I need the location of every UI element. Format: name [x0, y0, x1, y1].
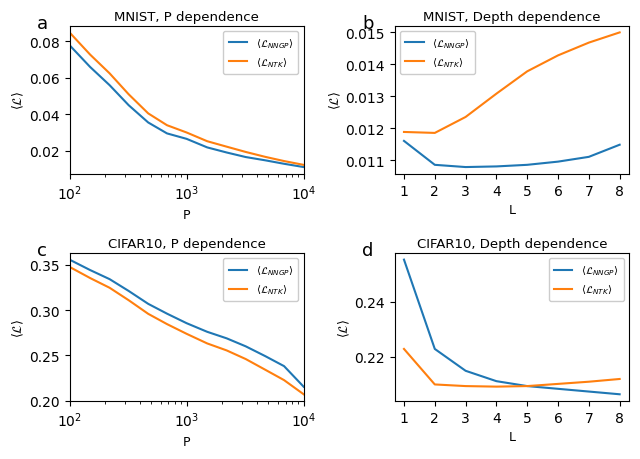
Legend: $\langle\mathcal{L}_{NNGP}\rangle$, $\langle\mathcal{L}_{NTK}\rangle$: $\langle\mathcal{L}_{NNGP}\rangle$, $\la… [400, 32, 475, 75]
X-axis label: P: P [183, 208, 190, 221]
X-axis label: L: L [508, 204, 515, 217]
Legend: $\langle\mathcal{L}_{NNGP}\rangle$, $\langle\mathcal{L}_{NTK}\rangle$: $\langle\mathcal{L}_{NNGP}\rangle$, $\la… [223, 32, 298, 75]
Title: CIFAR10, Depth dependence: CIFAR10, Depth dependence [417, 238, 607, 251]
Title: CIFAR10, P dependence: CIFAR10, P dependence [108, 238, 266, 251]
Title: MNIST, P dependence: MNIST, P dependence [114, 11, 259, 24]
Text: d: d [362, 241, 373, 259]
Y-axis label: $\langle\mathcal{L}\rangle$: $\langle\mathcal{L}\rangle$ [337, 318, 351, 337]
Legend: $\langle\mathcal{L}_{NNGP}\rangle$, $\langle\mathcal{L}_{NTK}\rangle$: $\langle\mathcal{L}_{NNGP}\rangle$, $\la… [548, 258, 624, 302]
X-axis label: P: P [183, 435, 190, 448]
Title: MNIST, Depth dependence: MNIST, Depth dependence [423, 11, 600, 24]
Y-axis label: $\langle\mathcal{L}\rangle$: $\langle\mathcal{L}\rangle$ [328, 91, 342, 110]
Y-axis label: $\langle\mathcal{L}\rangle$: $\langle\mathcal{L}\rangle$ [12, 318, 26, 337]
Text: c: c [36, 241, 47, 259]
Y-axis label: $\langle\mathcal{L}\rangle$: $\langle\mathcal{L}\rangle$ [11, 91, 26, 110]
Legend: $\langle\mathcal{L}_{NNGP}\rangle$, $\langle\mathcal{L}_{NTK}\rangle$: $\langle\mathcal{L}_{NNGP}\rangle$, $\la… [223, 258, 298, 302]
Text: a: a [36, 15, 48, 33]
Text: b: b [362, 15, 374, 33]
X-axis label: L: L [508, 431, 515, 443]
